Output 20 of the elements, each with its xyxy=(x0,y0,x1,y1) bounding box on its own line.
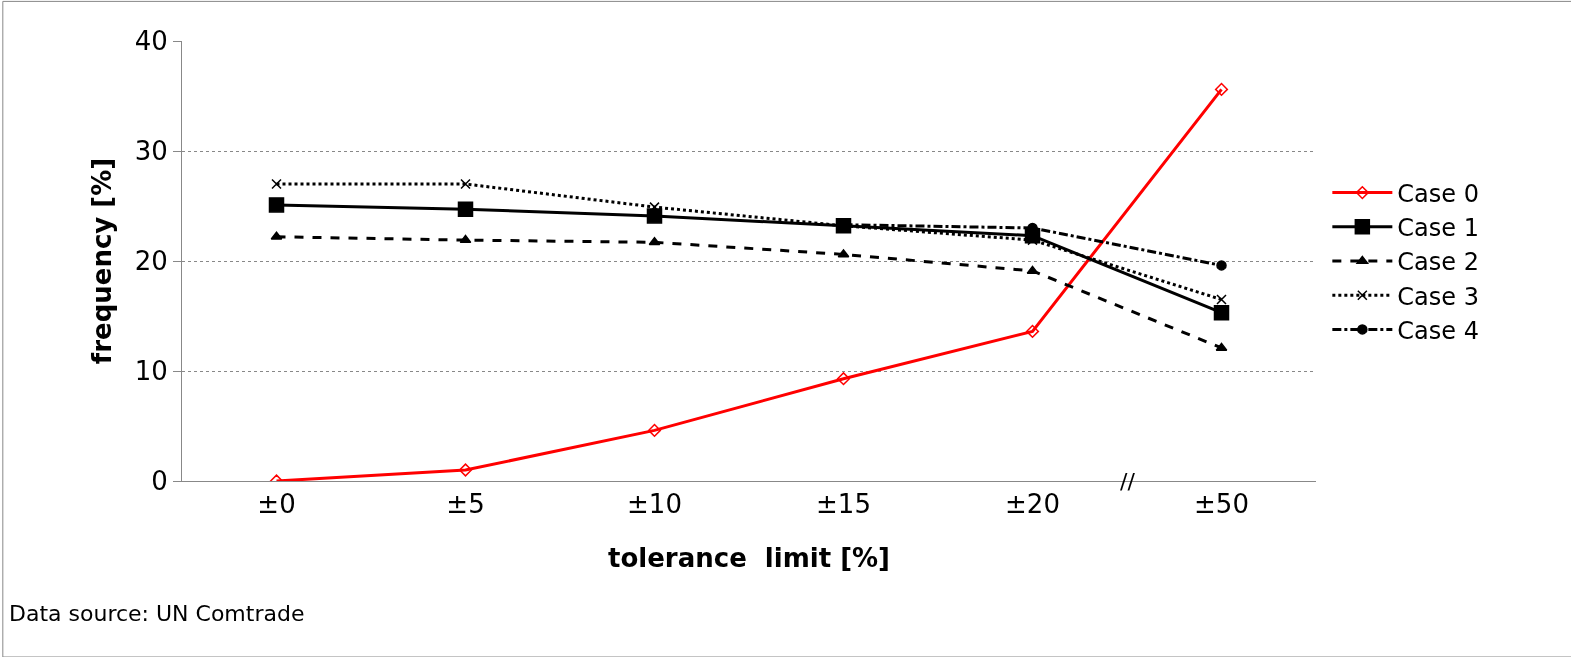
x-tick-label: ±50 xyxy=(1194,489,1249,520)
annotation: // xyxy=(1120,469,1136,494)
y-tick-label: 0 xyxy=(151,466,168,497)
legend-label: Case 4 xyxy=(1397,316,1479,345)
x-tick-label: ±0 xyxy=(257,489,296,520)
legend-label: Case 0 xyxy=(1397,179,1479,208)
x-tick-label: ±15 xyxy=(816,489,871,520)
source-note: Data source: UN Comtrade xyxy=(9,601,305,626)
legend-label: Case 2 xyxy=(1397,248,1479,277)
legend-label: Case 1 xyxy=(1397,214,1479,243)
legend-label: Case 3 xyxy=(1397,282,1479,311)
x-tick-label: ±10 xyxy=(627,489,682,520)
x-tick-label: ±20 xyxy=(1005,489,1060,520)
y-tick-label: 30 xyxy=(134,136,168,167)
y-tick-label: 40 xyxy=(134,26,168,57)
x-tick-label: ±5 xyxy=(446,489,485,520)
y-tick-label: 20 xyxy=(134,246,168,277)
x-axis-title: tolerance limit [%] xyxy=(608,542,890,573)
y-axis-title: frequency [%] xyxy=(87,157,118,365)
y-tick-label: 10 xyxy=(134,356,168,387)
